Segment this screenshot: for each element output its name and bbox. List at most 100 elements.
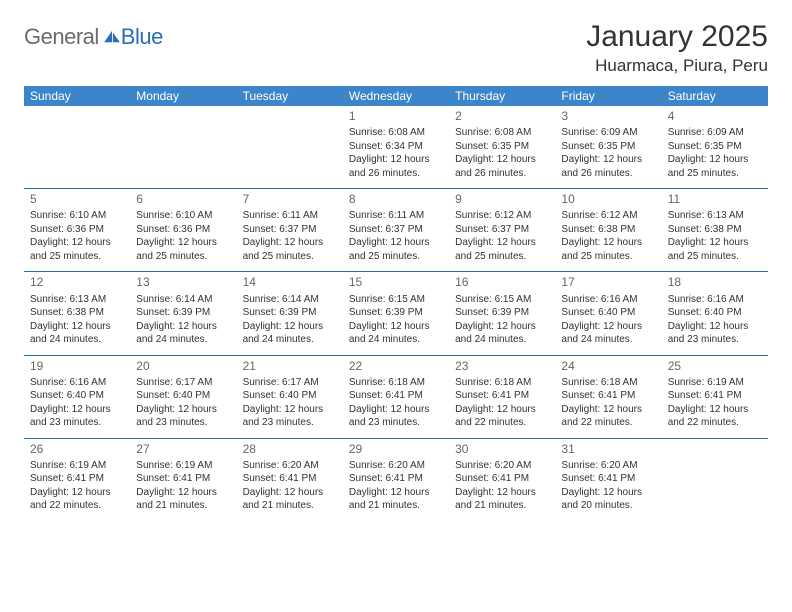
day-of-week-row: Sunday Monday Tuesday Wednesday Thursday… [24,86,768,106]
day-cell: 23 Sunrise: 6:18 AMSunset: 6:41 PMDayligh… [449,356,555,439]
day-cell: 24Sunrise: 6:18 AMSunset: 6:41 PMDayligh… [555,356,661,439]
daylight-line: Daylight: 12 hours and 24 minutes. [349,320,443,347]
sunset-line: Sunset: 6:35 PM [668,140,762,154]
brand-text-general: General [24,24,99,50]
daylight-line: Daylight: 12 hours and 25 minutes. [243,236,337,263]
dow-header: Friday [555,86,661,106]
day-cell [130,106,236,189]
brand-logo: General Blue [24,24,163,50]
day-number: 29 [349,441,443,457]
day-details: Sunrise: 6:16 AMSunset: 6:40 PMDaylight:… [668,293,762,347]
daylight-line: Daylight: 12 hours and 22 minutes. [561,403,655,430]
month-title: January 2025 [586,20,768,54]
daylight-line: Daylight: 12 hours and 24 minutes. [561,320,655,347]
calendar-body: 1Sunrise: 6:08 AMSunset: 6:34 PMDaylight… [24,106,768,521]
day-cell: 12 Sunrise: 6:13 AMSunset: 6:38 PMDayligh… [24,272,130,355]
day-number: 13 [136,274,230,290]
day-details: Sunrise: 6:16 AMSunset: 6:40 PMDaylight:… [30,376,124,430]
daylight-line: Daylight: 12 hours and 25 minutes. [668,153,762,180]
sunrise-line: Sunrise: 6:13 AM [30,293,124,307]
daylight-line: Daylight: 12 hours and 23 minutes. [136,403,230,430]
sunset-line: Sunset: 6:40 PM [30,389,124,403]
day-details: Sunrise: 6:09 AMSunset: 6:35 PMDaylight:… [668,126,762,180]
sunrise-line: Sunrise: 6:13 AM [668,209,762,223]
day-details: Sunrise: 6:13 AMSunset: 6:38 PMDaylight:… [30,293,124,347]
page-header: General Blue January 2025 Huarmaca, Piur… [24,20,768,76]
day-details: Sunrise: 6:17 AMSunset: 6:40 PMDaylight:… [243,376,337,430]
week-row: 26Sunrise: 6:19 AMSunset: 6:41 PMDayligh… [24,439,768,521]
day-details: Sunrise: 6:19 AMSunset: 6:41 PMDaylight:… [668,376,762,430]
day-details: Sunrise: 6:11 AMSunset: 6:37 PMDaylight:… [243,209,337,263]
day-details: Sunrise: 6:17 AMSunset: 6:40 PMDaylight:… [136,376,230,430]
day-details: Sunrise: 6:18 AMSunset: 6:41 PMDaylight:… [349,376,443,430]
day-number: 18 [668,274,762,290]
day-cell [237,106,343,189]
daylight-line: Daylight: 12 hours and 25 minutes. [561,236,655,263]
daylight-line: Daylight: 12 hours and 22 minutes. [30,486,124,513]
sunrise-line: Sunrise: 6:17 AM [136,376,230,390]
sunset-line: Sunset: 6:37 PM [349,223,443,237]
sunrise-line: Sunrise: 6:19 AM [30,459,124,473]
day-number: 3 [561,108,655,124]
sunrise-line: Sunrise: 6:19 AM [668,376,762,390]
sunset-line: Sunset: 6:41 PM [243,472,337,486]
sunset-line: Sunset: 6:35 PM [561,140,655,154]
day-details: Sunrise: 6:11 AMSunset: 6:37 PMDaylight:… [349,209,443,263]
daylight-line: Daylight: 12 hours and 26 minutes. [455,153,549,180]
day-cell: 21Sunrise: 6:17 AMSunset: 6:40 PMDayligh… [237,356,343,439]
daylight-line: Daylight: 12 hours and 25 minutes. [136,236,230,263]
day-number: 12 [30,274,124,290]
sunrise-line: Sunrise: 6:16 AM [30,376,124,390]
dow-header: Monday [130,86,236,106]
day-cell [24,106,130,189]
day-cell: 26Sunrise: 6:19 AMSunset: 6:41 PMDayligh… [24,439,130,521]
day-details: Sunrise: 6:12 AMSunset: 6:38 PMDaylight:… [561,209,655,263]
day-number: 15 [349,274,443,290]
day-cell: 3Sunrise: 6:09 AMSunset: 6:35 PMDaylight… [555,106,661,189]
sunset-line: Sunset: 6:38 PM [668,223,762,237]
sunset-line: Sunset: 6:41 PM [561,472,655,486]
day-number: 25 [668,358,762,374]
sunset-line: Sunset: 6:38 PM [30,306,124,320]
daylight-line: Daylight: 12 hours and 25 minutes. [455,236,549,263]
title-block: January 2025 Huarmaca, Piura, Peru [586,20,768,76]
day-details: Sunrise: 6:20 AMSunset: 6:41 PMDaylight:… [561,459,655,513]
day-details: Sunrise: 6:19 AMSunset: 6:41 PMDaylight:… [136,459,230,513]
day-details: Sunrise: 6:15 AMSunset: 6:39 PMDaylight:… [455,293,549,347]
day-cell: 20Sunrise: 6:17 AMSunset: 6:40 PMDayligh… [130,356,236,439]
day-number: 31 [561,441,655,457]
location-text: Huarmaca, Piura, Peru [586,56,768,76]
day-cell: 19Sunrise: 6:16 AMSunset: 6:40 PMDayligh… [24,356,130,439]
day-cell: 5Sunrise: 6:10 AMSunset: 6:36 PMDaylight… [24,189,130,272]
day-cell: 28Sunrise: 6:20 AMSunset: 6:41 PMDayligh… [237,439,343,521]
calendar-table: Sunday Monday Tuesday Wednesday Thursday… [24,86,768,521]
day-number: 16 [455,274,549,290]
sunset-line: Sunset: 6:37 PM [243,223,337,237]
daylight-line: Daylight: 12 hours and 24 minutes. [455,320,549,347]
daylight-line: Daylight: 12 hours and 21 minutes. [243,486,337,513]
day-number: 10 [561,191,655,207]
sunrise-line: Sunrise: 6:10 AM [136,209,230,223]
sunrise-line: Sunrise: 6:20 AM [455,459,549,473]
dow-header: Sunday [24,86,130,106]
sunrise-line: Sunrise: 6:20 AM [561,459,655,473]
sunrise-line: Sunrise: 6:19 AM [136,459,230,473]
daylight-line: Daylight: 12 hours and 23 minutes. [668,320,762,347]
day-details: Sunrise: 6:20 AMSunset: 6:41 PMDaylight:… [455,459,549,513]
daylight-line: Daylight: 12 hours and 24 minutes. [136,320,230,347]
day-cell: 17Sunrise: 6:16 AMSunset: 6:40 PMDayligh… [555,272,661,355]
daylight-line: Daylight: 12 hours and 21 minutes. [349,486,443,513]
day-cell: 9Sunrise: 6:12 AMSunset: 6:37 PMDaylight… [449,189,555,272]
day-number: 23 [455,358,549,374]
day-number: 14 [243,274,337,290]
day-details: Sunrise: 6:18 AMSunset: 6:41 PMDaylight:… [455,376,549,430]
sunset-line: Sunset: 6:39 PM [349,306,443,320]
sunrise-line: Sunrise: 6:10 AM [30,209,124,223]
sunrise-line: Sunrise: 6:18 AM [349,376,443,390]
sunset-line: Sunset: 6:34 PM [349,140,443,154]
day-details: Sunrise: 6:20 AMSunset: 6:41 PMDaylight:… [349,459,443,513]
sunset-line: Sunset: 6:41 PM [455,472,549,486]
day-cell: 22Sunrise: 6:18 AMSunset: 6:41 PMDayligh… [343,356,449,439]
sunset-line: Sunset: 6:36 PM [30,223,124,237]
daylight-line: Daylight: 12 hours and 22 minutes. [455,403,549,430]
